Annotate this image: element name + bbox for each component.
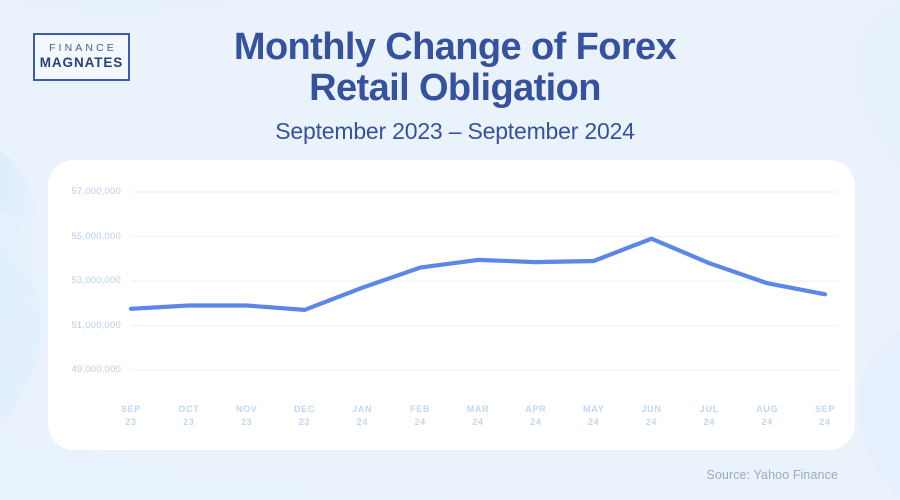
x-tick-month: FEB	[410, 404, 431, 414]
x-tick-month: NOV	[235, 404, 258, 414]
logo-text-finance: FINANCE	[49, 42, 117, 54]
x-tick-year: 24	[703, 417, 716, 428]
x-axis-tick-label: JUL 24	[689, 403, 729, 429]
x-axis-tick-label: SEP 24	[805, 403, 845, 429]
x-tick-month: SEP	[120, 404, 142, 414]
x-tick-year: 24	[472, 417, 484, 428]
x-axis-tick-label: FEB 24	[400, 403, 440, 429]
y-axis-tick-label: 53,000,000	[71, 275, 121, 286]
page-subtitle: September 2023 – September 2024	[275, 118, 635, 144]
x-tick-year: 23	[125, 417, 137, 428]
x-tick-year: 24	[414, 417, 426, 428]
x-axis-tick-label: NOV 23	[227, 403, 267, 429]
x-tick-month: MAY	[583, 404, 605, 414]
x-axis-tick-label: JUN 24	[632, 403, 672, 429]
x-tick-year: 24	[530, 417, 542, 428]
y-axis-tick-label: 51,000,000	[71, 319, 121, 331]
y-axis-tick-label: 57,000,000	[71, 186, 121, 197]
x-tick-year: 24	[761, 417, 773, 428]
page-title-line-2: Retail Obligation	[309, 67, 601, 110]
x-tick-month: MAR	[466, 404, 490, 414]
x-tick-year: 24	[819, 417, 831, 428]
line-chart	[128, 191, 838, 371]
x-tick-month: AUG	[756, 404, 779, 414]
x-axis-tick-label: APR 24	[516, 403, 556, 429]
x-axis-tick-label: MAY 24	[574, 403, 614, 429]
x-tick-year: 23	[240, 417, 253, 428]
x-tick-month: DEC	[293, 404, 316, 414]
brand-logo: FINANCE MAGNATES	[33, 33, 130, 81]
x-tick-month: JUN	[641, 404, 662, 414]
chart-series-line	[128, 236, 828, 312]
logo-text-magnates: MAGNATES	[39, 55, 124, 71]
x-axis-tick-label: SEP 23	[111, 403, 151, 429]
x-tick-month: JAN	[352, 404, 373, 414]
source-attribution: Source: Yahoo Finance	[706, 468, 838, 482]
y-axis-tick-label: 55,000,000	[71, 230, 121, 242]
x-tick-year: 23	[183, 417, 195, 428]
page-title: Monthly Change of Forex Retail Obligatio…	[160, 26, 750, 110]
x-tick-year: 24	[587, 417, 600, 428]
x-axis-tick-label: AUG 24	[747, 403, 787, 429]
x-tick-month: JUL	[699, 404, 719, 414]
x-tick-year: 23	[298, 417, 311, 428]
page-title-line-1: Monthly Change of Forex	[233, 26, 677, 68]
x-axis-tick-label: OCT 23	[169, 403, 209, 429]
chart-gridlines	[131, 191, 838, 371]
chart-card: 57,000,000 55,000,000 53,000,000 51,000,000…	[48, 160, 855, 450]
x-tick-year: 24	[356, 417, 369, 428]
x-axis-tick-label: MAR 24	[458, 403, 498, 429]
x-tick-month: APR	[525, 404, 547, 414]
x-tick-month: OCT	[178, 404, 200, 414]
x-axis-tick-label: DEC 23	[285, 403, 325, 429]
x-tick-year: 24	[645, 417, 658, 428]
x-tick-month: SEP	[814, 404, 836, 414]
y-axis-tick-label: 49,000,000	[71, 364, 121, 375]
x-axis-tick-label: JAN 24	[342, 403, 382, 429]
series-polyline	[128, 236, 828, 312]
